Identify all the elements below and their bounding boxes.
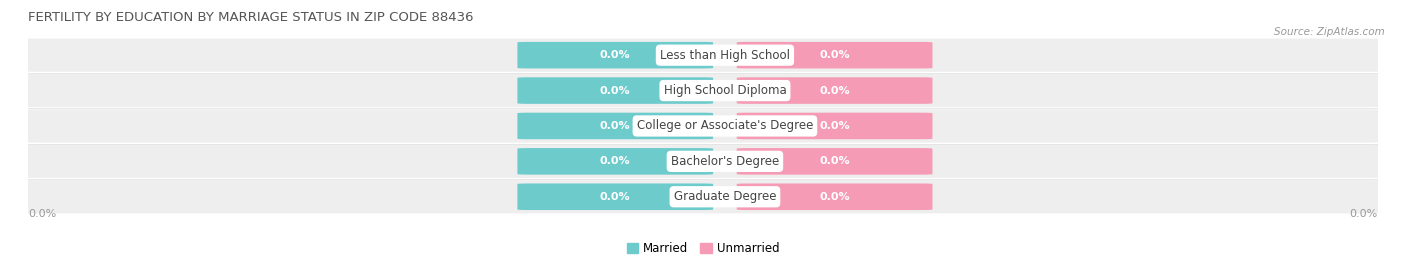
Text: Bachelor's Degree: Bachelor's Degree xyxy=(671,155,779,168)
Text: 0.0%: 0.0% xyxy=(820,121,849,131)
FancyBboxPatch shape xyxy=(737,148,932,175)
Text: Source: ZipAtlas.com: Source: ZipAtlas.com xyxy=(1274,27,1385,37)
FancyBboxPatch shape xyxy=(14,145,1392,178)
Text: Graduate Degree: Graduate Degree xyxy=(673,190,776,203)
FancyBboxPatch shape xyxy=(14,109,1392,143)
FancyBboxPatch shape xyxy=(737,77,932,104)
Text: 0.0%: 0.0% xyxy=(820,85,849,96)
Text: 0.0%: 0.0% xyxy=(600,192,630,202)
FancyBboxPatch shape xyxy=(517,148,713,175)
Text: 0.0%: 0.0% xyxy=(820,50,849,60)
Text: FERTILITY BY EDUCATION BY MARRIAGE STATUS IN ZIP CODE 88436: FERTILITY BY EDUCATION BY MARRIAGE STATU… xyxy=(28,11,474,24)
FancyBboxPatch shape xyxy=(14,74,1392,107)
FancyBboxPatch shape xyxy=(517,42,713,68)
FancyBboxPatch shape xyxy=(737,184,932,210)
Legend: Married, Unmarried: Married, Unmarried xyxy=(627,242,779,255)
Text: 0.0%: 0.0% xyxy=(600,85,630,96)
Text: Less than High School: Less than High School xyxy=(659,49,790,62)
Text: 0.0%: 0.0% xyxy=(1350,209,1378,219)
Text: 0.0%: 0.0% xyxy=(28,209,56,219)
Text: 0.0%: 0.0% xyxy=(820,192,849,202)
FancyBboxPatch shape xyxy=(737,42,932,68)
FancyBboxPatch shape xyxy=(517,184,713,210)
FancyBboxPatch shape xyxy=(517,113,713,139)
FancyBboxPatch shape xyxy=(14,39,1392,72)
FancyBboxPatch shape xyxy=(14,180,1392,213)
FancyBboxPatch shape xyxy=(737,113,932,139)
Text: 0.0%: 0.0% xyxy=(600,50,630,60)
FancyBboxPatch shape xyxy=(517,77,713,104)
Text: College or Associate's Degree: College or Associate's Degree xyxy=(637,120,813,132)
Text: High School Diploma: High School Diploma xyxy=(664,84,786,97)
Text: 0.0%: 0.0% xyxy=(820,156,849,166)
Text: 0.0%: 0.0% xyxy=(600,121,630,131)
Text: 0.0%: 0.0% xyxy=(600,156,630,166)
